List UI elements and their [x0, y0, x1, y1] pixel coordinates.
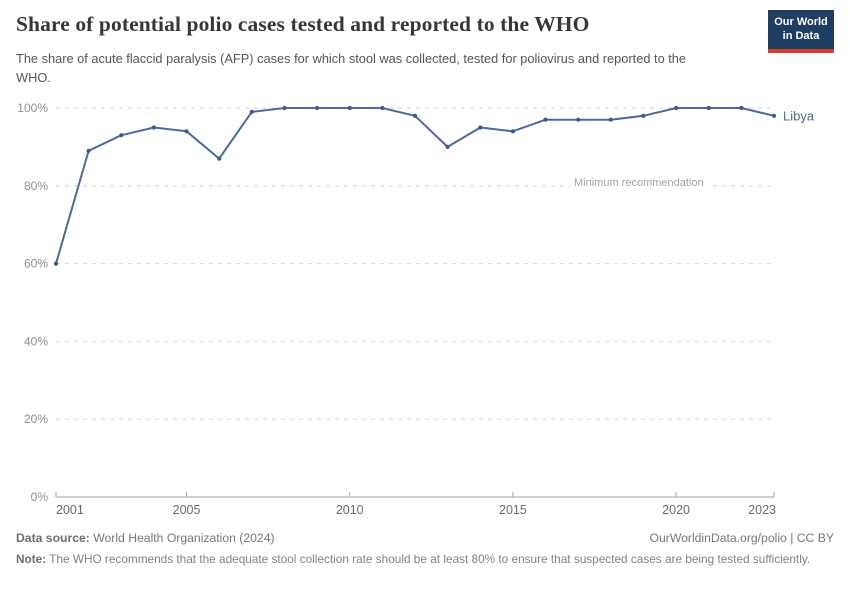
y-axis-tick-label: 80%: [24, 179, 48, 193]
footer-source-row: Data source: World Health Organization (…: [16, 531, 834, 545]
x-axis-tick-label: 2001: [56, 503, 84, 517]
data-point-marker: [771, 113, 777, 118]
data-point-marker: [217, 156, 222, 161]
data-point-marker: [184, 129, 189, 134]
data-point-marker: [674, 105, 679, 111]
owid-logo: Our World in Data: [768, 10, 834, 53]
data-source-text: Data source: World Health Organization (…: [16, 531, 275, 545]
data-point-marker: [380, 105, 385, 111]
data-point-marker: [53, 261, 59, 266]
data-point-marker: [543, 117, 548, 122]
page-title: Share of potential polio cases tested an…: [16, 12, 590, 36]
data-point-marker: [608, 117, 613, 122]
chart-subtitle: The share of acute flaccid paralysis (AF…: [16, 51, 687, 85]
y-axis-tick-label: 20%: [24, 412, 48, 426]
data-source-label: Data source:: [16, 531, 90, 545]
x-axis-tick-label: 2010: [336, 503, 364, 517]
data-point-marker: [119, 133, 124, 138]
footer-note: Note: The WHO recommends that the adequa…: [16, 551, 812, 568]
note-value: The WHO recommends that the adequate sto…: [46, 552, 811, 566]
x-axis-tick-label: 2020: [662, 503, 690, 517]
note-label: Note:: [16, 552, 47, 566]
data-point-marker: [412, 113, 418, 118]
data-point-marker: [151, 125, 156, 130]
data-source-value: World Health Organization (2024): [89, 531, 275, 545]
y-axis-tick-label: 0%: [31, 490, 49, 504]
data-point-marker: [445, 144, 450, 149]
y-axis-tick-label: 40%: [24, 334, 48, 348]
y-axis-tick-label: 100%: [17, 101, 48, 115]
owid-logo-line2: in Data: [782, 29, 820, 42]
minimum-recommendation-label: Minimum recommendation: [570, 177, 708, 189]
owid-logo-box: Our World in Data: [768, 10, 834, 49]
data-point-marker: [249, 109, 254, 114]
x-axis-tick-label: 2015: [499, 503, 527, 517]
data-point-marker: [478, 125, 483, 130]
data-point-marker: [315, 105, 320, 111]
y-axis-tick-label: 60%: [24, 257, 48, 271]
owid-logo-red-bar: [768, 48, 834, 53]
data-point-marker: [347, 105, 352, 111]
x-axis-tick-label: 2005: [173, 503, 201, 517]
credit-link[interactable]: OurWorldinData.org/polio | CC BY: [649, 531, 834, 545]
data-point-marker: [641, 113, 646, 118]
owid-logo-line1: Our World: [774, 16, 828, 28]
data-point-marker: [510, 129, 515, 134]
data-point-marker: [739, 105, 744, 111]
data-point-marker: [86, 148, 91, 153]
x-axis-tick-label: 2023: [748, 503, 776, 517]
series-entity-label: Libya: [783, 108, 815, 123]
data-point-marker: [706, 105, 711, 111]
data-point-marker: [576, 117, 581, 122]
data-point-marker: [282, 105, 287, 111]
